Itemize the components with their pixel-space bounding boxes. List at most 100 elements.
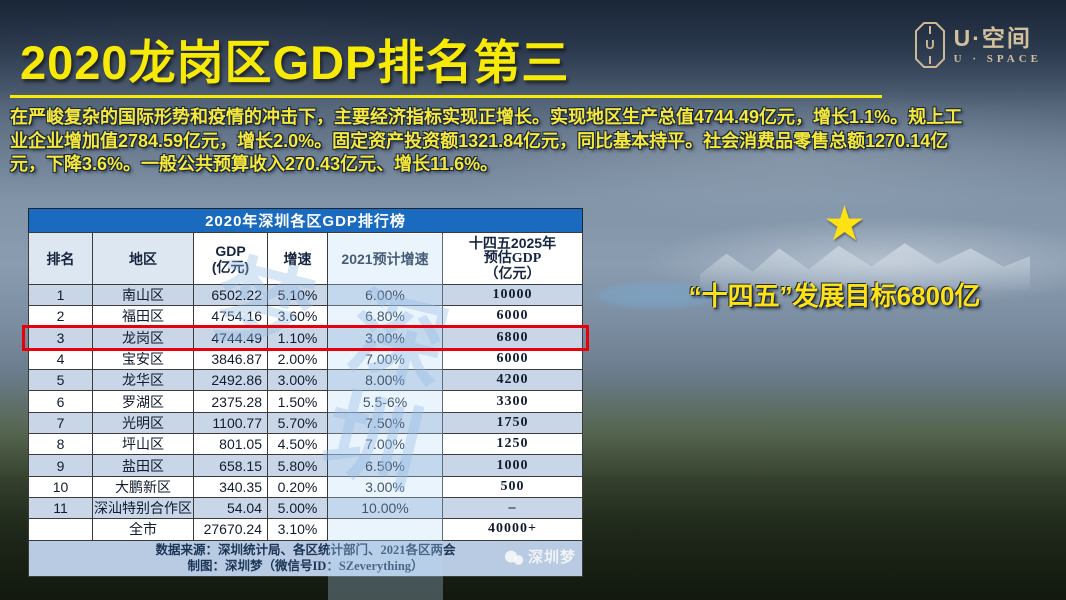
table-cell: 龙岗区 [93,327,194,349]
table-cell: 7 [29,412,93,435]
table-row: 全市 27670.24 3.10% 40000+ [29,519,582,541]
intro-line: 在严峻复杂的国际形势和疫情的冲击下，主要经济指标实现正增长。实现地区生产总值47… [10,107,963,127]
table-cell: – [443,498,582,520]
table-cell: 5.5-6% [328,391,443,413]
table-cell: 龙华区 [93,370,194,392]
table-cell: 1100.77 [194,412,268,435]
table-cell: 7.00% [328,348,443,371]
table-cell: 2492.86 [194,370,268,392]
callout-goal-text: “十四五”发展目标6800亿 [688,281,981,311]
table-cell: 2.00% [268,348,328,371]
table-header-row: 排名 地区 GDP (亿元) 增速 2021预计增速 十四五2025年 预估GDP （… [28,232,583,285]
table-cell: 4.50% [268,434,328,456]
uspace-logo: U U·空间 U · SPACE [914,22,1042,68]
table-cell: 1250 [443,434,582,456]
svg-text:U: U [925,37,934,52]
table-cell: 3.00% [328,476,443,498]
intro-line: 元，下降3.6%。一般公共预算收入270.43亿元、增长11.6%。 [10,154,499,174]
footer-watermark: 深圳梦 [504,550,576,566]
table-cell: 2 [29,306,93,328]
table-cell: 5.70% [268,412,328,435]
table-cell: 1.10% [268,327,328,349]
table-cell [328,519,443,541]
table-cell: 5.00% [268,497,328,520]
table-cell: 4200 [443,370,582,392]
table-cell: 658.15 [194,455,268,477]
table-cell: 5 [29,370,93,392]
table-cell: 27670.24 [194,519,268,541]
table-cell: 11 [29,497,93,520]
logo-text: U·空间 U · SPACE [954,25,1042,65]
table-cell: 801.05 [194,434,268,456]
table-cell: 深汕特别合作区 [93,497,194,520]
table-cell: 10000 [443,285,582,307]
table-cell: 4754.16 [194,306,268,328]
background-pond [598,282,716,308]
table-cell: 54.04 [194,497,268,520]
table-cell: 10.00% [328,497,443,520]
intro-paragraph: 在严峻复杂的国际形势和疫情的冲击下，主要经济指标实现正增长。实现地区生产总值47… [10,106,1062,177]
table-cell: 全市 [93,519,194,541]
table-cell: 6800 [443,328,582,349]
table-cell [29,519,93,541]
table-cell: 3.60% [268,306,328,328]
table-cell: 6.50% [328,455,443,477]
table-cell: 9 [29,455,93,477]
table-cell: 2375.28 [194,391,268,413]
table-cell: 罗湖区 [93,391,194,413]
table-cell: 宝安区 [93,348,194,371]
table-row: 5 龙华区 2492.86 3.00% 8.00% 4200 [29,370,582,392]
credit-line: 制图：深圳梦（微信号ID：SZeverything） [187,559,424,574]
table-row: 9 盐田区 658.15 5.80% 6.50% 1000 [29,455,582,477]
table-body: 1 南山区 6502.22 5.10% 6.00% 10000 2 福田区 4754.16 3.6… [28,285,583,541]
table-row: 10 大鹏新区 340.35 0.20% 3.00% 500 [29,476,582,498]
uspace-emblem-icon: U [914,22,945,68]
table-cell: 福田区 [93,306,194,328]
logo-name-en: U · SPACE [953,53,1042,65]
table-row: 8 坪山区 801.05 4.50% 7.00% 1250 [29,434,582,456]
table-cell: 0.20% [268,476,328,498]
table-cell: 6502.22 [194,285,268,307]
table-cell: 南山区 [93,285,194,307]
column-header-district: 地区 [93,233,194,285]
page-title: 2020龙岗区GDP排名第三 [20,36,570,89]
table-cell: 6.00% [328,285,443,307]
table-cell: 盐田区 [93,455,194,477]
table-cell: 3.10% [268,519,328,541]
table-cell: 40000+ [443,519,582,541]
wechat-icon [504,550,524,565]
column-header-gdp: GDP (亿元) [194,233,268,285]
column-header-growth: 增速 [268,233,328,285]
table-row: 7 光明区 1100.77 5.70% 7.50% 1750 [29,412,582,435]
table-cell: 4 [29,348,93,371]
column-header-2025-estimate: 十四五2025年 预估GDP （亿元） [443,233,582,285]
table-cell: 3.00% [328,327,443,349]
table-cell: 7.00% [328,434,443,456]
column-header-forecast-growth: 2021预计增速 [328,233,443,285]
table-cell: 光明区 [93,412,194,435]
table-cell: 8.00% [328,370,443,392]
table-cell: 4744.49 [194,327,268,349]
table-title: 2020年深圳各区GDP排行榜 [28,208,583,232]
star-icon: ★ [823,198,867,251]
table-row: 4 宝安区 3846.87 2.00% 7.00% 6000 [29,348,582,371]
table-cell: 5.10% [268,285,328,307]
table-cell: 1000 [443,455,582,477]
table-cell: 6 [29,391,93,413]
table-cell: 6000 [443,349,582,371]
table-row: 11 深汕特别合作区 54.04 5.00% 10.00% – [29,497,582,520]
intro-line: 业企业增加值2784.59亿元，增长2.0%。固定资产投资额1321.84亿元，… [10,130,949,151]
table-cell: 3 [29,327,93,349]
table-cell: 1750 [443,413,582,435]
table-row: 2 福田区 4754.16 3.60% 6.80% 6000 [29,306,582,328]
table-cell: 1.50% [268,391,328,413]
table-cell: 6000 [443,306,582,328]
table-cell: 340.35 [194,476,268,498]
table-cell: 10 [29,476,93,498]
data-source-line: 数据来源：深圳统计局、各区统计部门、2021各区两会 [155,543,456,558]
gdp-ranking-table: 2020年深圳各区GDP排行榜 排名 地区 GDP (亿元) 增速 2021预计增… [22,208,589,600]
table-cell: 7.50% [328,412,443,435]
column-header-rank: 排名 [29,233,93,285]
table-cell: 8 [29,434,93,456]
